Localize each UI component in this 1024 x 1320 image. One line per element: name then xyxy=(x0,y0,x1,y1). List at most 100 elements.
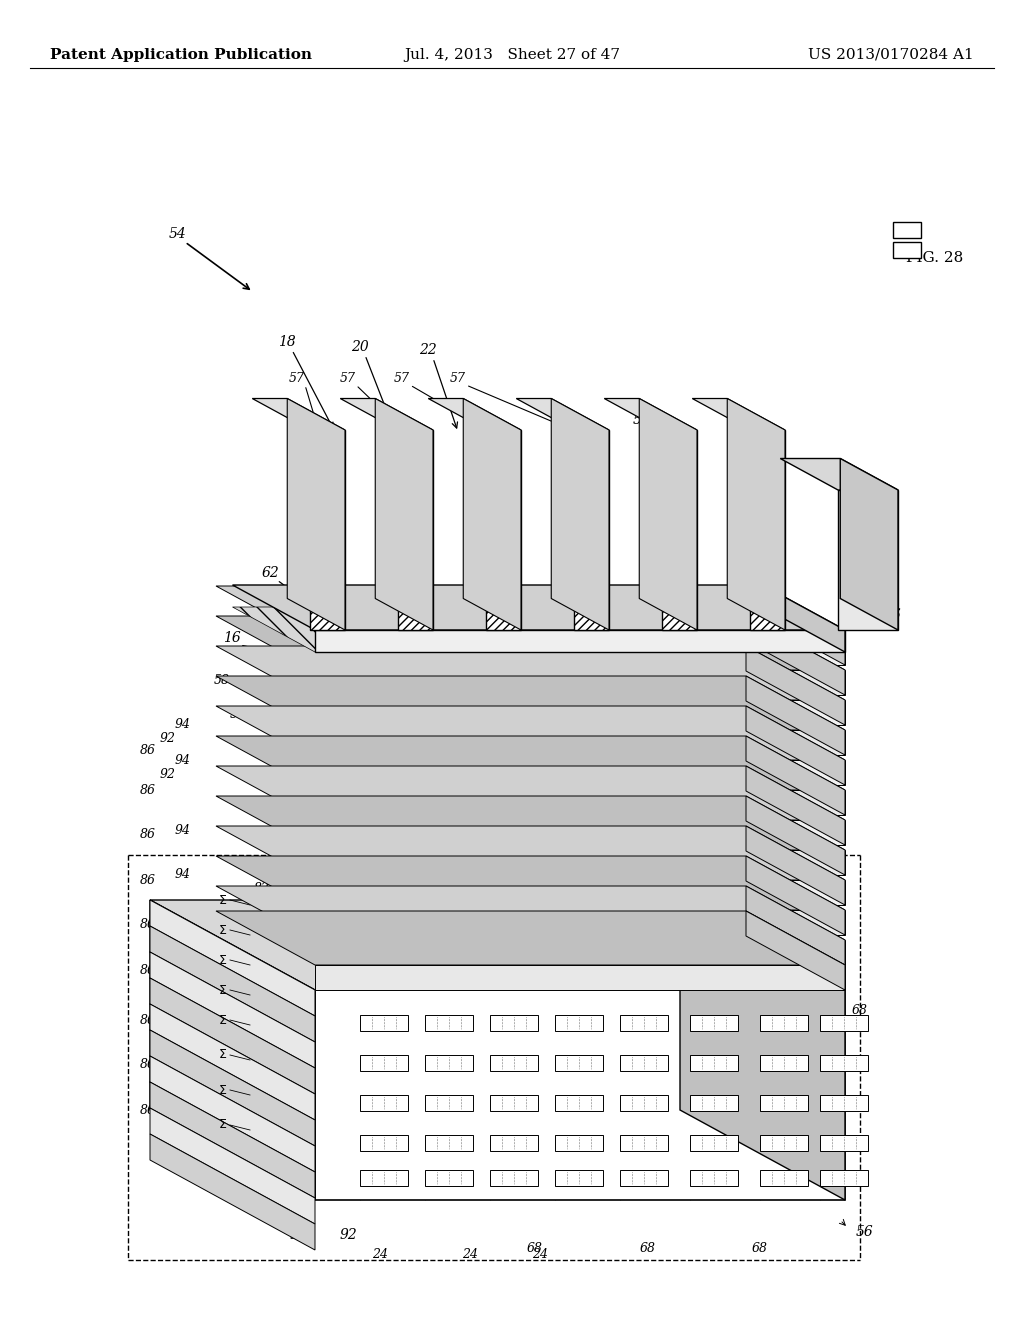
Text: 82: 82 xyxy=(375,1129,391,1142)
Polygon shape xyxy=(652,607,790,652)
Polygon shape xyxy=(216,706,845,760)
Polygon shape xyxy=(690,1170,738,1185)
Text: 94: 94 xyxy=(175,754,191,767)
Polygon shape xyxy=(315,730,845,755)
Polygon shape xyxy=(750,430,785,630)
Text: $\Sigma$: $\Sigma$ xyxy=(218,924,227,936)
Text: 92: 92 xyxy=(160,768,176,781)
Text: 70: 70 xyxy=(445,1073,461,1086)
Polygon shape xyxy=(490,1170,538,1185)
Text: 57: 57 xyxy=(394,371,410,384)
Polygon shape xyxy=(490,1015,538,1031)
Polygon shape xyxy=(555,1170,603,1185)
Text: $\Sigma$: $\Sigma$ xyxy=(218,1014,227,1027)
Text: 66: 66 xyxy=(775,1059,790,1069)
Polygon shape xyxy=(692,399,785,430)
Text: Patent Application Publication: Patent Application Publication xyxy=(50,48,312,62)
Polygon shape xyxy=(746,645,845,725)
Text: 24: 24 xyxy=(437,964,453,977)
Text: 68: 68 xyxy=(382,1138,398,1151)
Text: 82: 82 xyxy=(254,972,270,985)
Polygon shape xyxy=(252,399,345,430)
Bar xyxy=(893,242,921,257)
Polygon shape xyxy=(315,850,845,875)
Text: 68: 68 xyxy=(752,1242,768,1254)
Text: 57: 57 xyxy=(340,371,356,384)
Text: 66: 66 xyxy=(775,1016,790,1027)
Text: 92: 92 xyxy=(339,1228,357,1242)
Polygon shape xyxy=(763,585,845,652)
Polygon shape xyxy=(555,1055,603,1071)
Text: 68: 68 xyxy=(640,1242,656,1254)
Polygon shape xyxy=(760,1135,808,1151)
Polygon shape xyxy=(760,1096,808,1111)
Text: 86: 86 xyxy=(140,743,156,756)
Polygon shape xyxy=(360,1096,408,1111)
Text: 56: 56 xyxy=(856,1225,873,1239)
Polygon shape xyxy=(820,1170,868,1185)
Text: $\Sigma$: $\Sigma$ xyxy=(218,894,227,907)
Polygon shape xyxy=(315,700,845,725)
Text: 86: 86 xyxy=(140,1014,156,1027)
Text: 94: 94 xyxy=(289,1228,307,1242)
Polygon shape xyxy=(690,1096,738,1111)
Polygon shape xyxy=(620,1096,668,1111)
Bar xyxy=(893,222,921,238)
Polygon shape xyxy=(340,399,433,430)
Polygon shape xyxy=(486,430,521,630)
Text: 90: 90 xyxy=(843,543,861,557)
Text: 68: 68 xyxy=(527,1242,543,1254)
Text: 94: 94 xyxy=(175,913,191,927)
Polygon shape xyxy=(490,1135,538,1151)
Polygon shape xyxy=(746,616,845,696)
Polygon shape xyxy=(310,430,345,630)
Text: 82: 82 xyxy=(254,882,270,895)
Text: 66: 66 xyxy=(503,1016,517,1027)
Polygon shape xyxy=(620,1135,668,1151)
Polygon shape xyxy=(760,1055,808,1071)
Text: 80: 80 xyxy=(552,969,568,982)
Text: 66: 66 xyxy=(707,1143,721,1152)
Polygon shape xyxy=(746,586,845,665)
Polygon shape xyxy=(216,737,845,789)
Polygon shape xyxy=(150,900,315,1200)
Text: 18: 18 xyxy=(279,335,296,348)
Polygon shape xyxy=(216,796,845,850)
Polygon shape xyxy=(360,1170,408,1185)
Polygon shape xyxy=(216,616,845,671)
Text: 33: 33 xyxy=(456,813,474,828)
Text: 66: 66 xyxy=(639,1059,653,1069)
Text: 94: 94 xyxy=(175,869,191,882)
Polygon shape xyxy=(604,399,697,430)
Polygon shape xyxy=(150,900,845,990)
Polygon shape xyxy=(760,1015,808,1031)
Polygon shape xyxy=(150,1082,315,1199)
Text: 54: 54 xyxy=(169,227,186,242)
Polygon shape xyxy=(690,1015,738,1031)
Text: 70: 70 xyxy=(445,1162,461,1175)
Text: 94: 94 xyxy=(175,718,191,731)
Polygon shape xyxy=(216,886,845,940)
Polygon shape xyxy=(746,886,845,965)
Polygon shape xyxy=(620,1170,668,1185)
Text: 92: 92 xyxy=(160,958,176,972)
Polygon shape xyxy=(150,952,315,1068)
Text: $\Sigma$: $\Sigma$ xyxy=(218,983,227,997)
Polygon shape xyxy=(288,399,345,630)
Text: 72: 72 xyxy=(390,1053,406,1067)
Polygon shape xyxy=(620,1055,668,1071)
Polygon shape xyxy=(216,645,845,700)
Text: $\Sigma$: $\Sigma$ xyxy=(218,1118,227,1131)
Polygon shape xyxy=(150,1056,315,1172)
Polygon shape xyxy=(555,1096,603,1111)
Text: 58: 58 xyxy=(412,742,428,755)
Text: 56: 56 xyxy=(633,413,651,426)
Polygon shape xyxy=(760,1170,808,1185)
Text: 68: 68 xyxy=(440,1159,456,1172)
Text: FIG. 28: FIG. 28 xyxy=(906,251,964,265)
Text: 68: 68 xyxy=(440,1068,456,1081)
Text: 24: 24 xyxy=(462,1249,478,1262)
Text: 24: 24 xyxy=(433,970,447,979)
Text: $\Sigma$: $\Sigma$ xyxy=(218,1048,227,1061)
Text: 66: 66 xyxy=(503,1059,517,1069)
